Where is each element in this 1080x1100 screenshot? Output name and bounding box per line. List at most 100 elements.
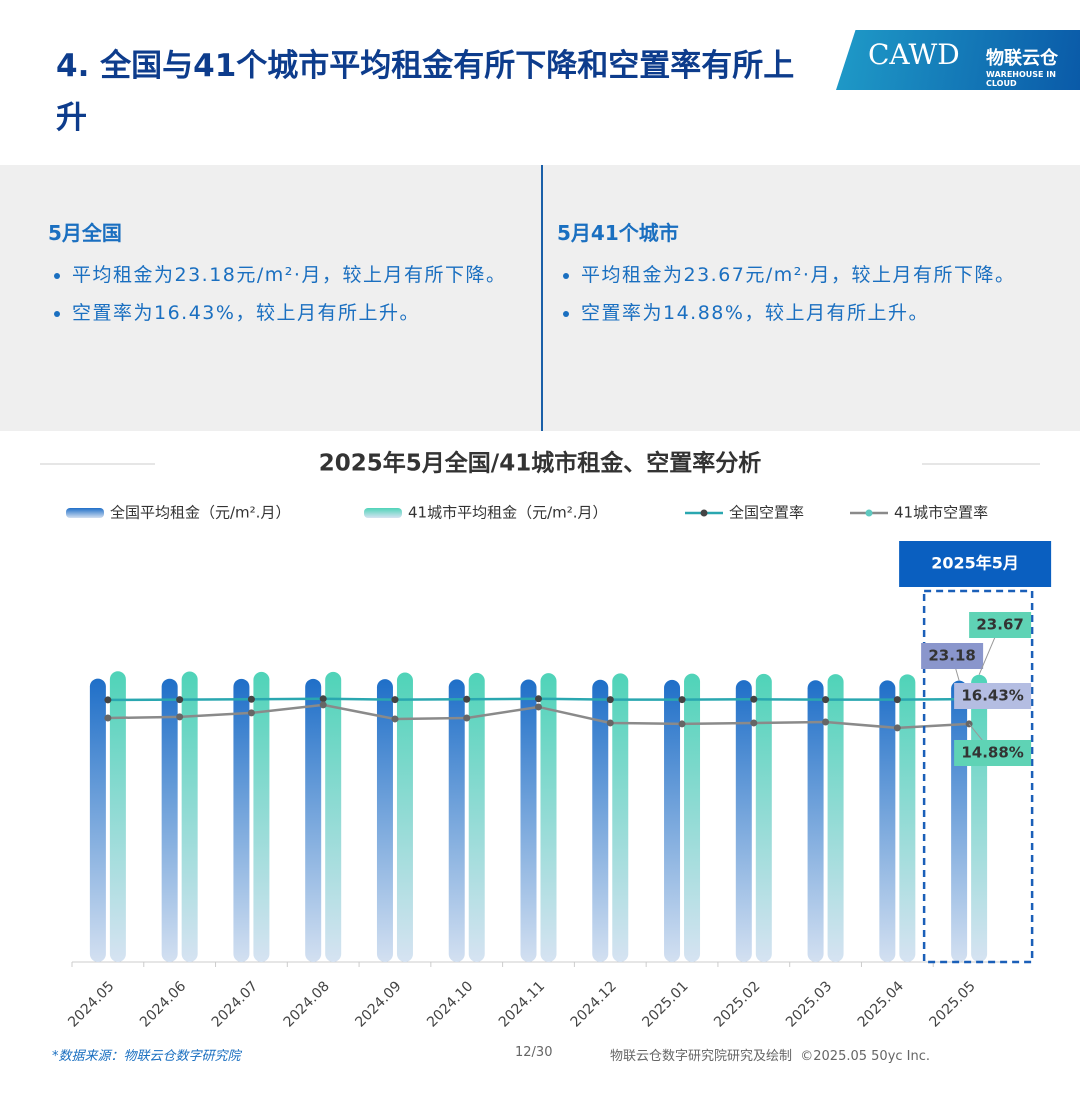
line-point	[678, 696, 686, 704]
legend-swatch	[700, 509, 708, 517]
line-point	[893, 696, 901, 704]
line-point	[822, 696, 830, 704]
source: *数据来源：物联云仓数字研究院	[52, 1049, 241, 1064]
bar	[448, 679, 465, 962]
credit: 物联云仓数字研究院研究及绘制 ©2025.05 50yc Inc.	[610, 1049, 931, 1064]
panel: 5月全国 平均租金为23.18元/m²·月，较上月有所下降。空置率为16.43%…	[48, 217, 548, 332]
line-point	[893, 724, 901, 732]
page-number: 12/30	[515, 1045, 553, 1060]
x-tick-label: 2024.09	[352, 978, 404, 1030]
bar	[971, 674, 988, 962]
bar	[109, 671, 126, 962]
brand-sub: WAREHOUSE IN CLOUD	[986, 70, 1056, 88]
bar	[376, 679, 393, 962]
x-tick-label: 2025.02	[711, 978, 763, 1030]
line-point	[247, 695, 255, 703]
x-tick-label: 2024.07	[209, 978, 261, 1030]
bar	[899, 674, 916, 962]
line-point	[319, 695, 327, 703]
bar	[540, 673, 557, 962]
bar	[325, 671, 342, 962]
chart-title: 2025年5月全国/41城市租金、空置率分析	[319, 450, 761, 477]
line-point	[606, 719, 614, 727]
line-point	[176, 696, 184, 704]
line-point	[176, 713, 184, 721]
highlight-box	[922, 589, 1034, 964]
line-point	[463, 695, 471, 703]
line-point	[247, 709, 255, 717]
brand: 物联云仓	[986, 48, 1058, 69]
line-point	[678, 720, 686, 728]
line-point	[104, 696, 112, 704]
bar	[89, 678, 106, 962]
divider	[541, 165, 543, 431]
bar	[951, 680, 968, 962]
value-label-box	[921, 643, 984, 669]
bar	[827, 674, 844, 962]
value-label: 14.88%	[961, 744, 1023, 762]
line-point	[319, 701, 327, 709]
legend-label: 全国空置率	[729, 504, 804, 522]
logo: CAWD 物联云仓 WAREHOUSE IN CLOUD	[836, 30, 1080, 90]
legend-label: 41城市平均租金（元/m².月）	[408, 504, 608, 522]
line-point	[750, 719, 758, 727]
line-point	[822, 718, 830, 726]
panel: 5月41个城市 平均租金为23.67元/m²·月，较上月有所下降。空置率为14.…	[557, 217, 1057, 332]
legend-swatch	[865, 509, 873, 517]
x-tick-label: 2025.03	[783, 978, 835, 1030]
bullet: 空置率为16.43%，较上月有所上升。	[72, 294, 548, 332]
highlight-tag	[899, 541, 1052, 587]
panel-heading: 5月41个城市	[557, 221, 679, 245]
x-tick-label: 2025.04	[855, 978, 907, 1030]
line-point	[606, 696, 614, 704]
bar	[305, 678, 322, 962]
legend-swatch	[364, 508, 402, 518]
highlight-label: 2025年5月	[931, 554, 1019, 573]
x-tick-label: 2025.05	[927, 978, 979, 1030]
bar	[520, 679, 537, 962]
bar	[253, 671, 270, 962]
x-tick-label: 2024.05	[65, 978, 117, 1030]
logo-text: CAWD	[868, 38, 960, 71]
x-tick-label: 2024.12	[568, 978, 620, 1030]
line-point	[391, 696, 399, 704]
x-tick-label: 2025.01	[639, 978, 691, 1030]
bar	[879, 680, 896, 962]
page-title: 4. 全国与41个城市平均租金有所下降和空置率有所上升	[56, 48, 795, 136]
bullet: 平均租金为23.18元/m²·月，较上月有所下降。	[72, 256, 548, 294]
line-point	[391, 715, 399, 723]
legend-label: 全国平均租金（元/m².月）	[110, 504, 290, 522]
legend-label: 41城市空置率	[894, 504, 988, 522]
x-tick-label: 2024.08	[281, 978, 333, 1030]
bullet: 空置率为14.88%，较上月有所上升。	[581, 294, 1057, 332]
bar	[592, 679, 609, 962]
bar	[735, 680, 752, 962]
bullet: 平均租金为23.67元/m²·月，较上月有所下降。	[581, 256, 1057, 294]
line-point	[535, 695, 542, 703]
bar	[612, 673, 629, 962]
x-tick-label: 2024.10	[424, 978, 476, 1030]
bar	[181, 671, 198, 962]
value-label-box	[969, 612, 1032, 638]
bar	[684, 673, 701, 962]
x-tick-label: 2024.11	[496, 978, 548, 1030]
line-point	[463, 714, 471, 722]
value-label: 23.67	[976, 616, 1023, 634]
bar	[161, 678, 178, 962]
line-point	[535, 703, 542, 711]
panel-heading: 5月全国	[48, 221, 122, 245]
value-label: 23.18	[928, 647, 975, 665]
chart: 2025年5月全国/41城市租金、空置率分析 全国平均租金（元/m².月） 41城…	[40, 450, 1052, 1031]
summary-panels: 5月全国 平均租金为23.18元/m²·月，较上月有所下降。空置率为16.43%…	[0, 165, 1080, 431]
bar	[807, 680, 824, 962]
bar	[755, 673, 772, 962]
line-point	[104, 714, 112, 722]
x-tick-label: 2024.06	[137, 978, 189, 1030]
bar	[664, 679, 681, 962]
value-label: 16.43%	[961, 687, 1023, 705]
line-point	[750, 695, 758, 703]
bar	[396, 672, 413, 962]
bar	[468, 672, 485, 962]
value-label-box	[954, 740, 1032, 766]
